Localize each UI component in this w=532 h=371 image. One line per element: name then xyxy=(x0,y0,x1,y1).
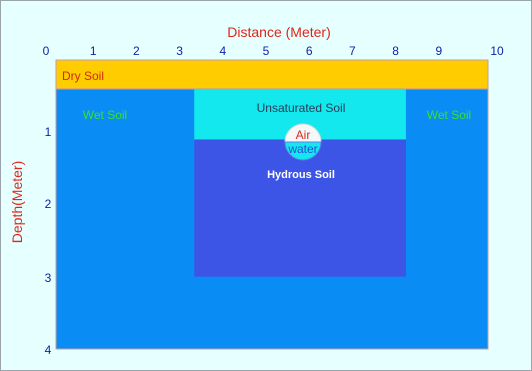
y-tick-label: 1 xyxy=(45,125,52,139)
x-tick-label: 0 xyxy=(43,44,50,58)
x-tick-label: 1 xyxy=(90,44,97,58)
y-tick-label: 2 xyxy=(45,197,52,211)
x-tick-label: 3 xyxy=(176,44,183,58)
hydrous-soil-region xyxy=(194,139,406,277)
x-tick-label: 7 xyxy=(349,44,356,58)
air-water-bubble: Air water xyxy=(284,123,322,161)
x-tick-label: 8 xyxy=(392,44,399,58)
y-tick-labels: 1 2 3 4 xyxy=(45,125,52,357)
y-axis-title: Depth(Meter) xyxy=(9,161,25,243)
x-tick-label: 2 xyxy=(133,44,140,58)
dry-soil-region xyxy=(55,59,489,90)
wet-soil-label-left: Wet Soil xyxy=(83,108,127,122)
x-tick-label: 5 xyxy=(263,44,270,58)
hydrous-soil-label: Hydrous Soil xyxy=(267,169,335,181)
x-tick-label: 4 xyxy=(219,44,226,58)
air-half xyxy=(284,123,322,143)
y-tick-label: 4 xyxy=(45,343,52,357)
x-tick-label: 10 xyxy=(490,44,504,58)
x-axis-title: Distance (Meter) xyxy=(227,24,330,40)
wet-soil-label-right: Wet Soil xyxy=(427,108,471,122)
water-half xyxy=(284,141,322,161)
x-tick-label: 6 xyxy=(306,44,313,58)
unsaturated-soil-label: Unsaturated Soil xyxy=(257,101,346,115)
x-tick-labels: 0 1 2 3 4 5 6 7 8 9 10 xyxy=(43,44,504,58)
water-label: water xyxy=(287,142,317,156)
dry-soil-label: Dry Soil xyxy=(62,69,104,83)
y-tick-label: 3 xyxy=(45,271,52,285)
air-label: Air xyxy=(296,128,311,142)
x-tick-label: 9 xyxy=(435,44,442,58)
